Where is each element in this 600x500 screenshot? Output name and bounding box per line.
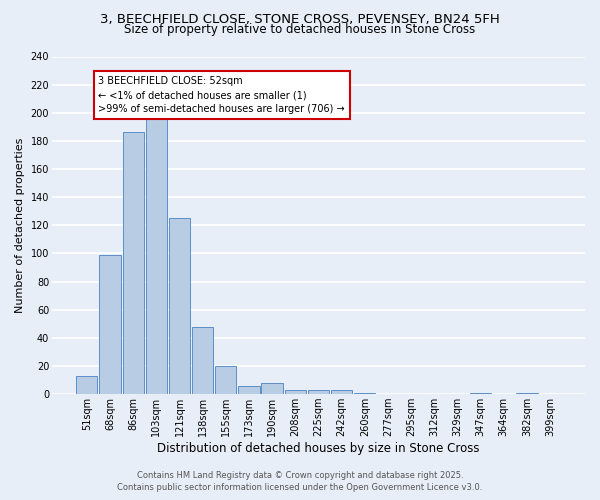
- Bar: [76, 376, 97, 394]
- Text: Size of property relative to detached houses in Stone Cross: Size of property relative to detached ho…: [124, 22, 476, 36]
- Bar: [331, 390, 352, 394]
- Text: Contains HM Land Registry data © Crown copyright and database right 2025.
Contai: Contains HM Land Registry data © Crown c…: [118, 471, 482, 492]
- Text: 3 BEECHFIELD CLOSE: 52sqm
← <1% of detached houses are smaller (1)
>99% of semi-: 3 BEECHFIELD CLOSE: 52sqm ← <1% of detac…: [98, 76, 345, 114]
- Text: 3, BEECHFIELD CLOSE, STONE CROSS, PEVENSEY, BN24 5FH: 3, BEECHFIELD CLOSE, STONE CROSS, PEVENS…: [100, 12, 500, 26]
- Bar: [146, 113, 167, 394]
- Bar: [122, 132, 144, 394]
- Bar: [354, 393, 376, 394]
- Bar: [192, 326, 214, 394]
- Bar: [470, 393, 491, 394]
- Bar: [238, 386, 260, 394]
- Bar: [100, 255, 121, 394]
- Bar: [169, 218, 190, 394]
- X-axis label: Distribution of detached houses by size in Stone Cross: Distribution of detached houses by size …: [157, 442, 480, 455]
- Y-axis label: Number of detached properties: Number of detached properties: [15, 138, 25, 313]
- Bar: [516, 393, 538, 394]
- Bar: [262, 383, 283, 394]
- Bar: [308, 390, 329, 394]
- Bar: [215, 366, 236, 394]
- Bar: [284, 390, 306, 394]
